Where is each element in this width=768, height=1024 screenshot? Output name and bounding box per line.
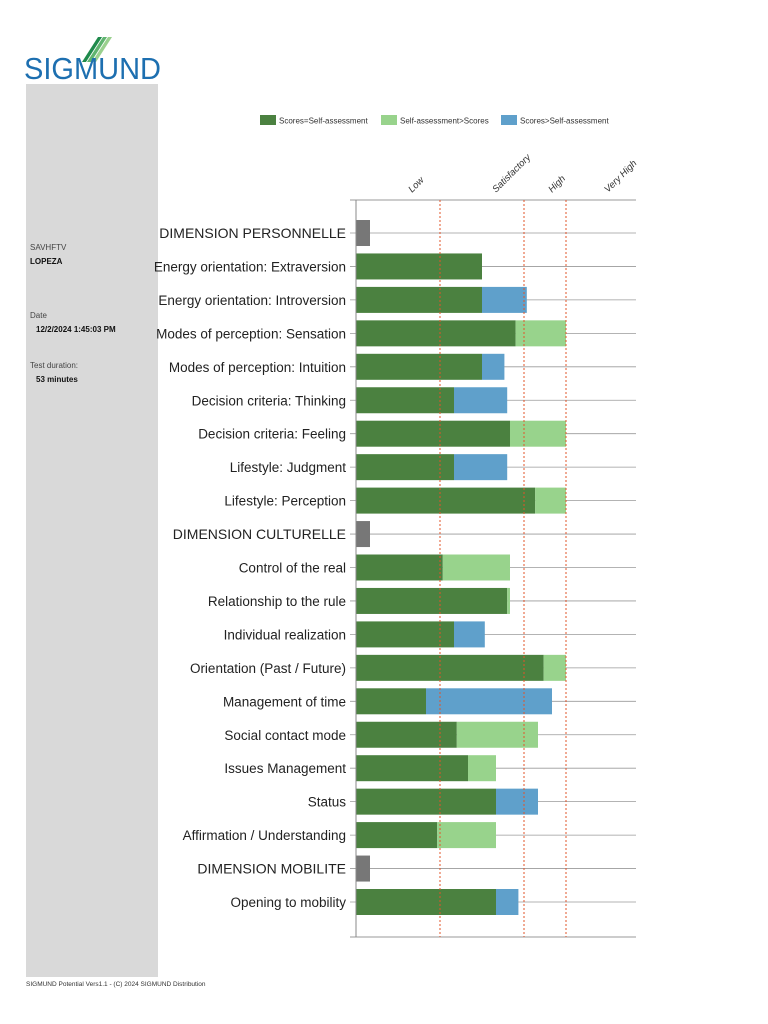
legend-swatch-0 xyxy=(260,115,276,125)
bar-base-17 xyxy=(356,788,496,815)
bar-base-15 xyxy=(356,721,457,748)
code-label: SAVHFTV xyxy=(30,243,67,252)
bar-base-18 xyxy=(356,822,438,849)
bar-extra-6 xyxy=(510,420,566,447)
bar-extra-15 xyxy=(456,721,538,748)
row-label-18: Affirmation / Understanding xyxy=(183,828,346,843)
legend-label-0: Scores=Self-assessment xyxy=(279,117,368,126)
row-label-7: Lifestyle: Judgment xyxy=(230,460,347,475)
row-label-6: Decision criteria: Feeling xyxy=(198,427,346,442)
bar-base-7 xyxy=(356,454,454,481)
bar-extra-14 xyxy=(426,688,552,715)
bar-extra-16 xyxy=(468,755,496,782)
bar-extra-4 xyxy=(482,353,505,380)
row-label-1: Energy orientation: Extraversion xyxy=(154,259,346,274)
candidate-name: LOPEZA xyxy=(30,257,63,266)
bar-extra-7 xyxy=(454,454,508,481)
bar-extra-2 xyxy=(482,286,527,313)
duration-value: 53 minutes xyxy=(36,375,78,384)
row-label-14: Management of time xyxy=(223,694,346,709)
header-marker-19 xyxy=(356,855,370,882)
date-label: Date xyxy=(30,311,47,320)
row-label-12: Individual realization xyxy=(224,627,346,642)
bar-base-3 xyxy=(356,320,516,347)
row-label-16: Issues Management xyxy=(224,761,346,776)
bar-base-11 xyxy=(356,587,508,614)
level-label-0: Low xyxy=(406,174,427,195)
bar-base-16 xyxy=(356,755,468,782)
bar-base-6 xyxy=(356,420,510,447)
row-label-5: Decision criteria: Thinking xyxy=(192,393,346,408)
legend-swatch-1 xyxy=(381,115,397,125)
row-label-17: Status xyxy=(308,795,347,810)
sigmund-logo: SIGMUND xyxy=(24,37,161,84)
bar-extra-17 xyxy=(496,788,538,815)
bar-extra-10 xyxy=(442,554,510,581)
bar-extra-20 xyxy=(496,889,519,915)
row-label-10: Control of the real xyxy=(239,561,346,576)
bar-extra-8 xyxy=(535,487,566,514)
bar-base-8 xyxy=(356,487,536,514)
sidebar-panel xyxy=(26,84,158,977)
bar-base-13 xyxy=(356,654,544,681)
bar-base-1 xyxy=(356,253,482,280)
legend-label-2: Scores>Self-assessment xyxy=(520,117,609,126)
row-label-8: Lifestyle: Perception xyxy=(224,494,346,509)
bar-extra-18 xyxy=(437,822,496,849)
row-label-20: Opening to mobility xyxy=(230,895,346,910)
header-marker-0 xyxy=(356,220,370,246)
bar-extra-3 xyxy=(515,320,566,347)
row-label-0: DIMENSION PERSONNELLE xyxy=(159,225,346,241)
level-label-1: Satisfactory xyxy=(490,151,534,195)
row-label-13: Orientation (Past / Future) xyxy=(190,661,346,676)
row-label-11: Relationship to the rule xyxy=(208,594,346,609)
row-label-19: DIMENSION MOBILITE xyxy=(197,861,346,877)
logo-stripe-3 xyxy=(92,37,112,62)
row-label-4: Modes of perception: Intuition xyxy=(169,360,346,375)
logo-stripe-2 xyxy=(87,37,107,62)
footer-copyright: SIGMUND Potential Vers1.1 - (C) 2024 SIG… xyxy=(26,981,206,988)
bar-base-14 xyxy=(356,688,426,715)
duration-label: Test duration: xyxy=(30,361,79,370)
logo-stripe-1 xyxy=(82,37,102,62)
bar-extra-11 xyxy=(507,587,510,614)
logo-text: SIGMUND xyxy=(24,51,161,84)
bar-base-12 xyxy=(356,621,454,648)
level-label-2: High xyxy=(546,174,568,196)
level-label-3: Very High xyxy=(602,158,639,195)
bar-base-5 xyxy=(356,387,454,414)
legend-swatch-2 xyxy=(501,115,517,125)
bar-base-4 xyxy=(356,353,482,380)
bar-extra-5 xyxy=(454,387,508,414)
bar-extra-13 xyxy=(543,654,566,681)
legend-label-1: Self-assessment>Scores xyxy=(400,117,489,126)
row-label-9: DIMENSION CULTURELLE xyxy=(173,526,346,542)
header-marker-9 xyxy=(356,521,370,548)
date-value: 12/2/2024 1:45:03 PM xyxy=(36,325,116,334)
bar-base-10 xyxy=(356,554,443,581)
row-label-15: Social contact mode xyxy=(224,728,346,743)
row-label-2: Energy orientation: Introversion xyxy=(158,293,346,308)
bar-base-20 xyxy=(356,889,496,915)
bar-base-2 xyxy=(356,286,482,313)
bar-extra-12 xyxy=(454,621,485,648)
row-label-3: Modes of perception: Sensation xyxy=(156,326,346,341)
